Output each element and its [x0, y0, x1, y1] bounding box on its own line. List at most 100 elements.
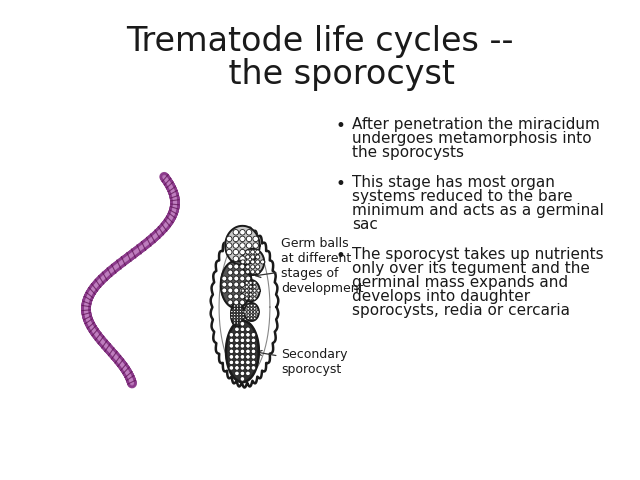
Circle shape — [234, 308, 236, 310]
Text: •: • — [335, 175, 345, 193]
Circle shape — [251, 270, 255, 274]
Circle shape — [253, 285, 256, 288]
Circle shape — [249, 281, 252, 285]
Circle shape — [239, 229, 245, 235]
Circle shape — [235, 333, 239, 337]
Circle shape — [253, 281, 256, 285]
Circle shape — [234, 300, 239, 305]
Circle shape — [240, 333, 244, 337]
Text: Germ balls
at different
stages of
development: Germ balls at different stages of develo… — [255, 237, 364, 295]
Circle shape — [244, 311, 246, 313]
Circle shape — [222, 282, 227, 287]
Circle shape — [240, 276, 244, 281]
Circle shape — [228, 300, 233, 305]
Circle shape — [240, 355, 244, 359]
Circle shape — [234, 294, 239, 299]
Circle shape — [239, 313, 241, 316]
Circle shape — [240, 377, 244, 381]
Circle shape — [246, 265, 250, 269]
Circle shape — [240, 294, 244, 299]
Circle shape — [246, 276, 251, 281]
Circle shape — [233, 256, 239, 262]
Circle shape — [233, 236, 239, 241]
Circle shape — [245, 293, 248, 296]
Circle shape — [228, 294, 233, 299]
Circle shape — [240, 366, 244, 370]
Circle shape — [240, 327, 244, 332]
Circle shape — [246, 255, 250, 259]
Circle shape — [246, 270, 250, 274]
Circle shape — [229, 366, 234, 370]
Text: the sporocysts: the sporocysts — [352, 145, 464, 160]
Circle shape — [229, 344, 234, 348]
Circle shape — [233, 250, 239, 255]
Circle shape — [246, 371, 250, 376]
Circle shape — [247, 304, 250, 307]
Circle shape — [246, 256, 252, 262]
Text: Trematode life cycles --: Trematode life cycles -- — [126, 25, 514, 58]
Circle shape — [222, 276, 227, 281]
Circle shape — [246, 229, 252, 235]
Circle shape — [250, 314, 253, 316]
Circle shape — [240, 300, 244, 305]
Text: undergoes metamorphosis into: undergoes metamorphosis into — [352, 131, 591, 146]
Polygon shape — [242, 280, 260, 301]
Circle shape — [239, 319, 241, 321]
Circle shape — [234, 322, 236, 324]
Circle shape — [250, 317, 253, 320]
Circle shape — [246, 288, 251, 293]
Circle shape — [236, 313, 239, 316]
Circle shape — [251, 265, 255, 269]
Circle shape — [236, 305, 239, 307]
Circle shape — [242, 311, 244, 313]
Circle shape — [251, 338, 256, 343]
Circle shape — [234, 276, 239, 281]
Circle shape — [246, 243, 252, 248]
Circle shape — [229, 349, 234, 354]
Circle shape — [253, 236, 259, 241]
Circle shape — [234, 316, 236, 318]
Circle shape — [229, 333, 234, 337]
Polygon shape — [225, 226, 260, 265]
Circle shape — [230, 313, 233, 316]
Circle shape — [247, 308, 250, 310]
Circle shape — [249, 289, 252, 292]
Circle shape — [253, 304, 256, 307]
Circle shape — [246, 338, 250, 343]
Circle shape — [247, 314, 250, 316]
Circle shape — [251, 355, 256, 359]
Circle shape — [234, 288, 239, 293]
Circle shape — [245, 281, 248, 285]
Circle shape — [239, 311, 241, 313]
Circle shape — [255, 265, 260, 269]
Circle shape — [246, 355, 250, 359]
Circle shape — [260, 260, 265, 264]
Circle shape — [253, 289, 256, 292]
Text: germinal mass expands and: germinal mass expands and — [352, 275, 568, 290]
Circle shape — [246, 333, 250, 337]
Circle shape — [253, 293, 256, 296]
Circle shape — [233, 229, 239, 235]
Polygon shape — [221, 261, 252, 308]
Circle shape — [250, 304, 253, 307]
Circle shape — [235, 338, 239, 343]
Circle shape — [233, 243, 239, 248]
Circle shape — [235, 355, 239, 359]
Circle shape — [239, 256, 245, 262]
Circle shape — [228, 288, 233, 293]
Circle shape — [245, 289, 248, 292]
Circle shape — [230, 316, 233, 318]
Circle shape — [251, 255, 255, 259]
Circle shape — [229, 360, 234, 365]
Polygon shape — [241, 249, 264, 275]
Circle shape — [239, 250, 245, 255]
Circle shape — [239, 236, 245, 241]
Circle shape — [250, 308, 253, 310]
Circle shape — [251, 366, 256, 370]
Circle shape — [253, 308, 256, 310]
Circle shape — [229, 355, 234, 359]
Text: sac: sac — [352, 217, 378, 232]
Text: only over its tegument and the: only over its tegument and the — [352, 261, 590, 276]
Circle shape — [234, 270, 239, 275]
Circle shape — [228, 276, 233, 281]
